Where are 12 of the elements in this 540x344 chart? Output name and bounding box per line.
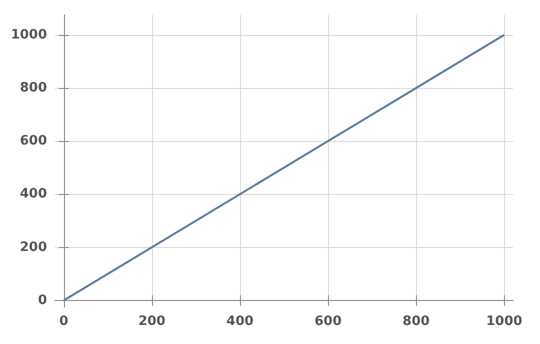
x-tick-label: 200 — [138, 314, 166, 329]
y-tick-label: 800 — [20, 80, 47, 96]
y-tick-label: 400 — [20, 186, 47, 202]
y-tick-label: 600 — [20, 134, 47, 149]
x-tick-label: 600 — [314, 314, 342, 329]
y-tick-label: 0 — [38, 292, 47, 308]
x-tick-label: 800 — [402, 314, 430, 329]
x-tick-label: 0 — [59, 314, 68, 329]
x-tick-label: 400 — [226, 314, 254, 329]
y-tick-label: 200 — [20, 240, 47, 255]
x-tick-label: 1000 — [486, 314, 522, 329]
y-tick-label: 1000 — [10, 27, 47, 42]
